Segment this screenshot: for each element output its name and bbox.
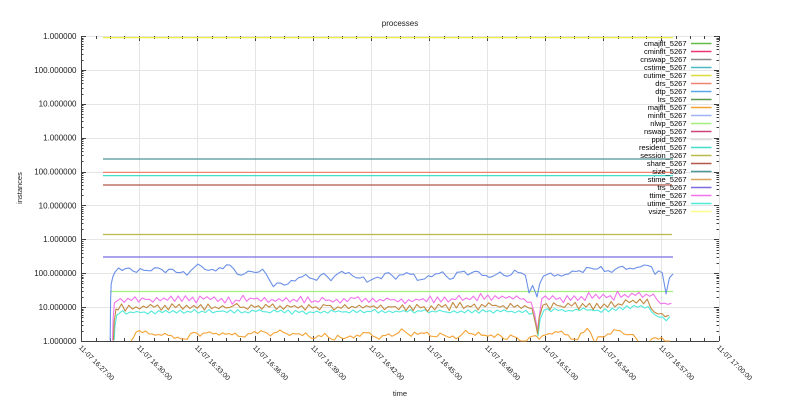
svg-text:cminflt_5267: cminflt_5267: [644, 47, 687, 56]
svg-text:100.000000: 100.000000: [34, 269, 77, 278]
svg-text:share_5267: share_5267: [647, 159, 687, 168]
svg-text:drs_5267: drs_5267: [655, 79, 686, 88]
svg-text:10.000000: 10.000000: [39, 100, 77, 109]
svg-text:cstime_5267: cstime_5267: [644, 63, 687, 72]
svg-text:11-07 16:33:00: 11-07 16:33:00: [193, 344, 231, 382]
svg-text:100.000000: 100.000000: [34, 168, 77, 177]
svg-text:time: time: [393, 389, 407, 398]
svg-text:11-07 16:42:00: 11-07 16:42:00: [367, 344, 405, 382]
svg-text:resident_5267: resident_5267: [639, 143, 687, 152]
svg-text:stime_5267: stime_5267: [648, 175, 687, 184]
svg-text:cutime_5267: cutime_5267: [644, 71, 687, 80]
svg-text:instances: instances: [15, 172, 24, 204]
svg-text:1.000000: 1.000000: [43, 134, 77, 143]
svg-text:nlwp_5267: nlwp_5267: [650, 119, 686, 128]
svg-text:nswap_5267: nswap_5267: [644, 127, 687, 136]
svg-text:10.000000: 10.000000: [39, 201, 77, 210]
svg-text:minflt_5267: minflt_5267: [648, 111, 687, 120]
svg-text:lrs_5267: lrs_5267: [658, 95, 687, 104]
svg-text:processes: processes: [382, 19, 418, 28]
svg-text:11-07 16:51:00: 11-07 16:51:00: [541, 344, 579, 382]
svg-text:cmajflt_5267: cmajflt_5267: [644, 39, 687, 48]
svg-text:10.000000: 10.000000: [39, 303, 77, 312]
svg-text:11-07 16:39:00: 11-07 16:39:00: [309, 344, 347, 382]
svg-text:session_5267: session_5267: [640, 151, 686, 160]
svg-text:11-07 16:36:00: 11-07 16:36:00: [251, 344, 289, 382]
svg-text:trs_5267: trs_5267: [657, 183, 686, 192]
svg-text:ppid_5267: ppid_5267: [651, 135, 686, 144]
svg-text:dtp_5267: dtp_5267: [655, 87, 686, 96]
svg-text:11-07 16:27:00: 11-07 16:27:00: [77, 344, 115, 382]
svg-text:majflt_5267: majflt_5267: [648, 103, 687, 112]
svg-text:ttime_5267: ttime_5267: [649, 191, 686, 200]
svg-text:100.000000: 100.000000: [34, 66, 77, 75]
svg-text:cnswap_5267: cnswap_5267: [640, 55, 686, 64]
svg-text:utime_5267: utime_5267: [647, 199, 686, 208]
svg-text:1.000000: 1.000000: [43, 337, 77, 346]
svg-text:11-07 16:57:00: 11-07 16:57:00: [657, 344, 695, 382]
svg-text:11-07 17:00:00: 11-07 17:00:00: [715, 344, 753, 382]
svg-text:11-07 16:48:00: 11-07 16:48:00: [483, 344, 521, 382]
svg-text:11-07 16:30:00: 11-07 16:30:00: [135, 344, 173, 382]
svg-text:11-07 16:54:00: 11-07 16:54:00: [599, 344, 637, 382]
svg-text:1.000000: 1.000000: [43, 235, 77, 244]
svg-text:1.000000: 1.000000: [43, 32, 77, 41]
svg-text:vsize_5267: vsize_5267: [649, 207, 687, 216]
svg-text:11-07 16:45:00: 11-07 16:45:00: [425, 344, 463, 382]
svg-text:size_5267: size_5267: [652, 167, 686, 176]
